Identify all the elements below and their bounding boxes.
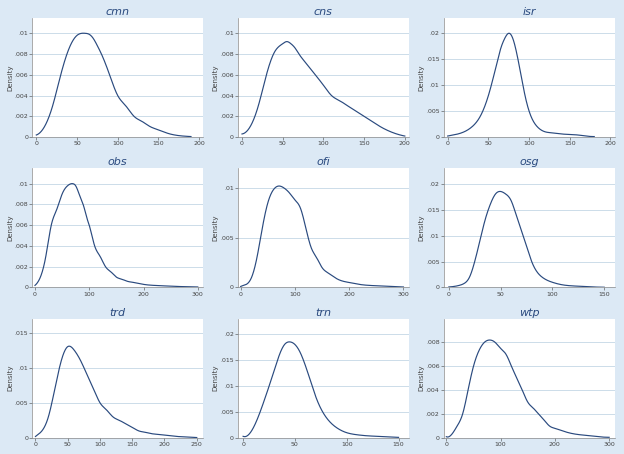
Y-axis label: Density: Density: [419, 64, 424, 91]
Title: trd: trd: [110, 308, 126, 318]
Y-axis label: Density: Density: [7, 64, 13, 91]
Y-axis label: Density: Density: [213, 64, 218, 91]
Title: trn: trn: [315, 308, 331, 318]
Title: cmn: cmn: [105, 7, 130, 17]
Y-axis label: Density: Density: [213, 365, 219, 391]
Y-axis label: Density: Density: [7, 365, 13, 391]
Title: wtp: wtp: [519, 308, 539, 318]
Title: isr: isr: [522, 7, 536, 17]
Y-axis label: Density: Density: [213, 215, 219, 241]
Title: cns: cns: [314, 7, 333, 17]
Title: ofi: ofi: [316, 158, 330, 168]
Title: obs: obs: [108, 158, 127, 168]
Title: osg: osg: [519, 158, 539, 168]
Y-axis label: Density: Density: [7, 215, 13, 241]
Y-axis label: Density: Density: [418, 365, 424, 391]
Y-axis label: Density: Density: [419, 215, 424, 241]
